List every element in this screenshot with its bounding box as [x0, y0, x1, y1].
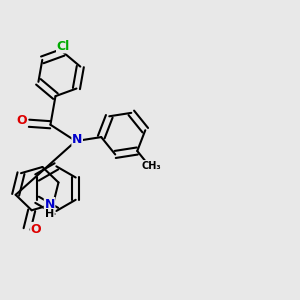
Text: N: N [72, 133, 83, 146]
Text: CH₃: CH₃ [141, 160, 161, 170]
Text: Cl: Cl [57, 40, 70, 53]
Text: H: H [45, 209, 54, 220]
Text: O: O [31, 223, 41, 236]
Text: N: N [44, 198, 55, 211]
Text: O: O [16, 114, 27, 127]
